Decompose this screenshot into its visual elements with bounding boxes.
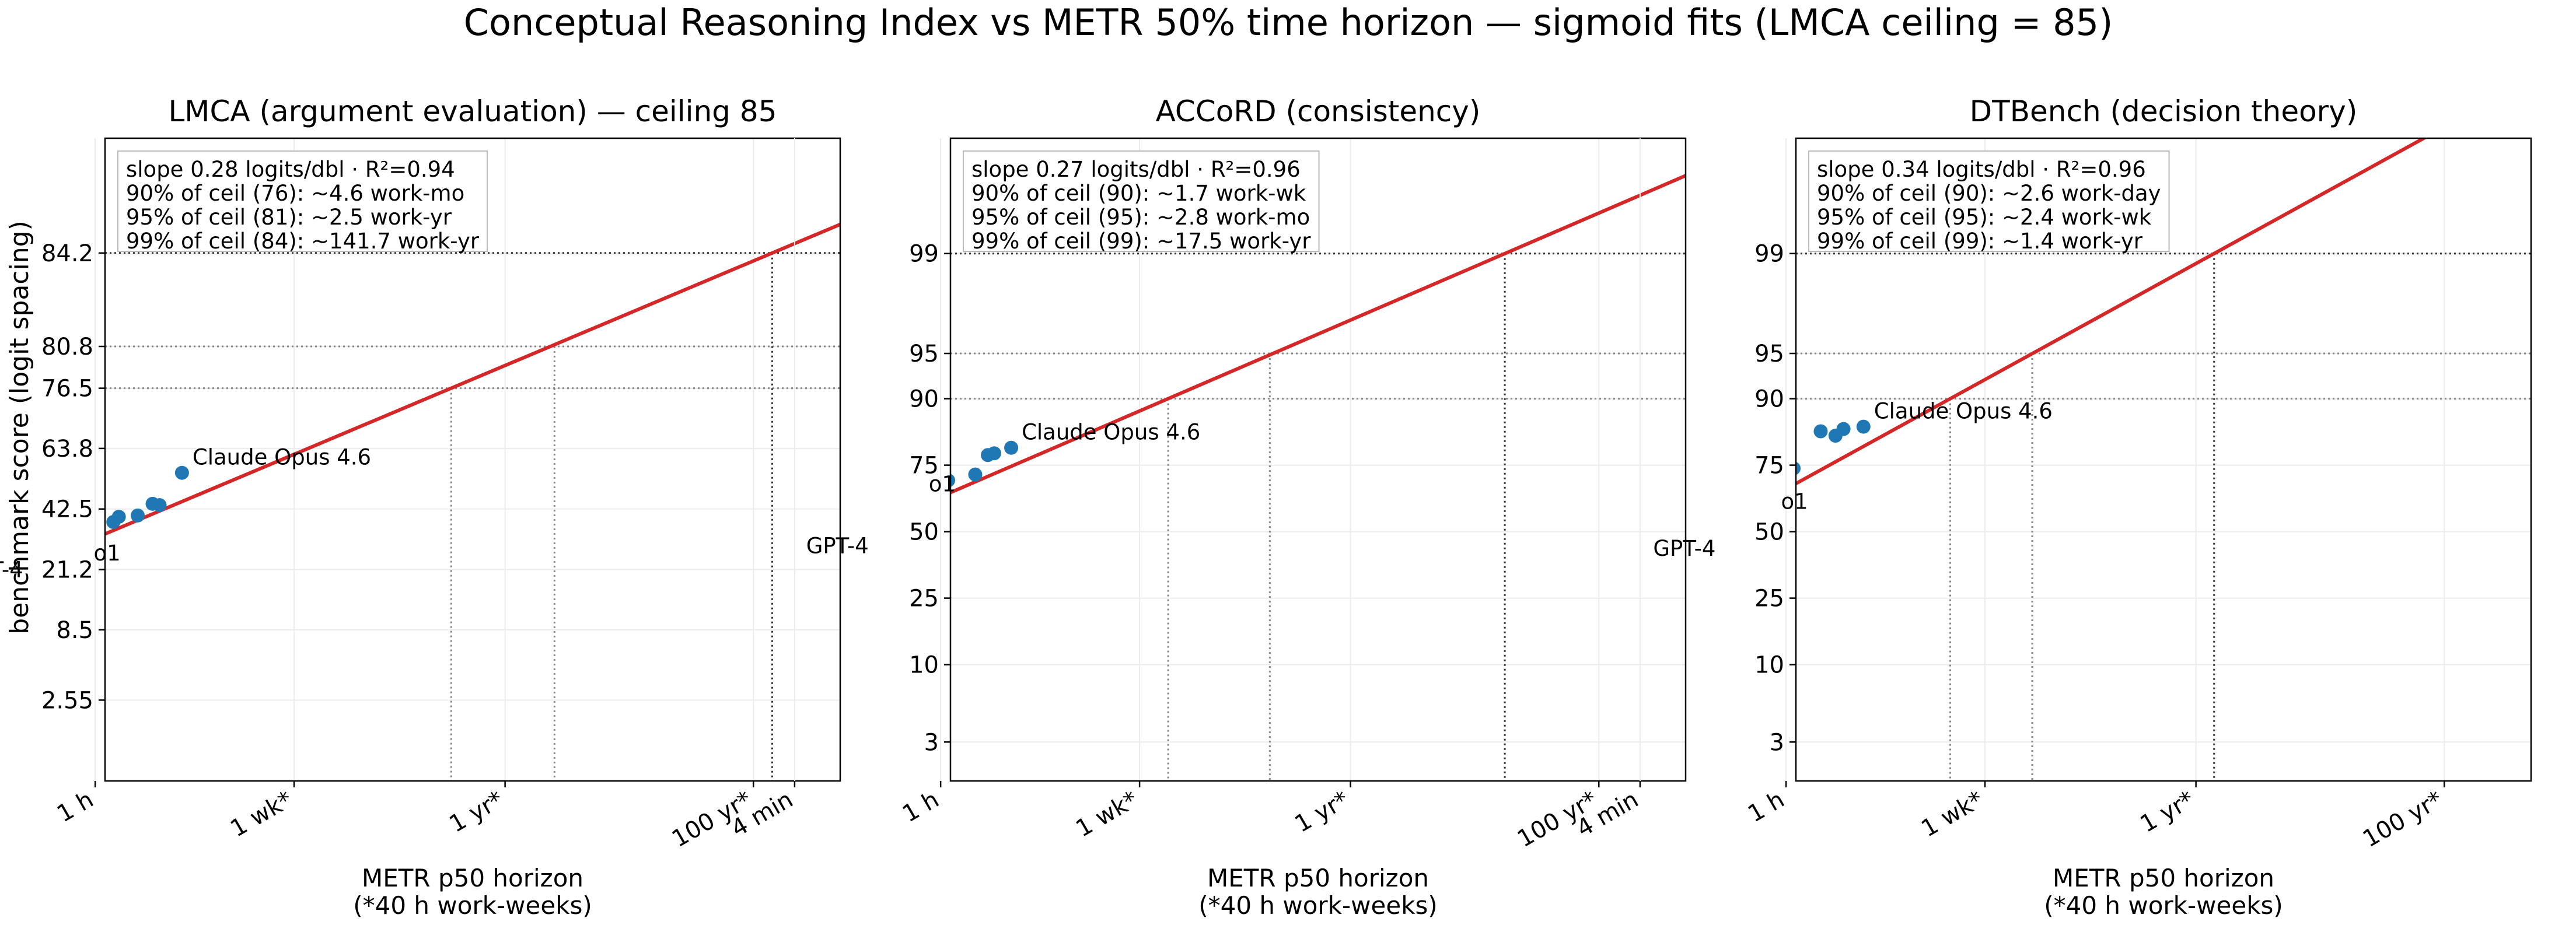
fit-line <box>950 174 1686 495</box>
chart-panel-1: GPT-4 o1 Claude Opus 4.6 slope 0.28 logits/… <box>0 94 841 920</box>
x-tick-label: 1 yr* <box>1291 786 1354 838</box>
annotation-line: 95% of ceil (81): ~2.5 work-yr <box>126 205 452 230</box>
y-tick-label: 75 <box>909 453 939 479</box>
x-axis-label-note: (*40 h work-weeks) <box>1198 891 1438 920</box>
y-tick-label: 25 <box>1754 586 1784 612</box>
y-tick-label: 3 <box>924 729 939 756</box>
annotation-line: slope 0.34 logits/dbl · R²=0.96 <box>1817 157 2146 182</box>
x-axis-label-note: (*40 h work-weeks) <box>353 891 592 920</box>
data-point <box>111 510 126 524</box>
point-label: GPT-4 <box>0 557 23 582</box>
panels: GPT-4 o1 Claude Opus 4.6 slope 0.28 logits/… <box>0 94 2532 920</box>
data-point <box>950 474 956 487</box>
plot-frame <box>1795 137 2532 782</box>
point-label: Claude Opus 4.6 <box>193 445 371 470</box>
y-tick-label: 8.5 <box>56 617 93 644</box>
plot-frame <box>949 137 1687 782</box>
x-axis-label: METR p50 horizon <box>1207 864 1429 892</box>
annotation-line: 95% of ceil (95): ~2.8 work-mo <box>971 205 1310 230</box>
y-tick-label: 21.2 <box>41 557 93 584</box>
panel-title: ACCoRD (consistency) <box>1156 94 1481 128</box>
y-tick-label: 63.8 <box>41 436 93 462</box>
y-tick-label: 95 <box>1754 341 1784 367</box>
y-tick-label: 2.55 <box>41 687 93 714</box>
annotation-line: 90% of ceil (76): ~4.6 work-mo <box>126 181 464 206</box>
annotation-line: 90% of ceil (90): ~2.6 work-day <box>1817 181 2161 206</box>
point-label: GPT-4 <box>806 533 869 558</box>
data-point <box>131 508 145 523</box>
fit-line <box>1796 138 2428 485</box>
annotation-line: 99% of ceil (84): ~141.7 work-yr <box>126 229 480 254</box>
point-label: GPT-4 <box>1653 536 1715 561</box>
x-tick-label: 1 wk* <box>1071 786 1142 843</box>
annotation-line: 95% of ceil (95): ~2.4 work-wk <box>1817 205 2152 230</box>
plot-frame <box>104 137 841 782</box>
x-axis-label: METR p50 horizon <box>2053 864 2274 892</box>
data-point <box>1635 557 1649 571</box>
annotation-line: 99% of ceil (99): ~17.5 work-yr <box>971 229 1311 254</box>
y-tick-label: 76.5 <box>41 376 93 402</box>
y-tick-label: 75 <box>1754 453 1784 479</box>
annotation-line: slope 0.28 logits/dbl · R²=0.94 <box>126 157 455 182</box>
data-point <box>1004 440 1019 455</box>
point-label: Claude Opus 4.6 <box>1022 420 1200 445</box>
figure-title: Conceptual Reasoning Index vs METR 50% t… <box>464 1 2113 44</box>
y-tick-label: 99 <box>909 241 939 268</box>
y-tick-label: 42.5 <box>41 496 93 523</box>
data-point <box>1796 461 1801 475</box>
x-axis-label: METR p50 horizon <box>362 864 583 892</box>
point-label: o1 <box>1781 489 1808 514</box>
y-tick-label: 50 <box>1754 519 1784 546</box>
x-tick-label: 1 h <box>898 786 943 828</box>
data-point <box>1813 424 1828 439</box>
x-tick-label: 1 yr* <box>2136 786 2199 838</box>
x-tick-label: 1 yr* <box>445 786 508 838</box>
y-tick-label: 10 <box>1754 652 1784 679</box>
fit-line <box>105 222 840 536</box>
y-tick-label: 25 <box>909 586 939 612</box>
data-point <box>152 498 167 513</box>
x-tick-label: 1 h <box>1743 786 1789 828</box>
y-tick-label: 99 <box>1754 241 1784 268</box>
chart-panel-3: GPT-4 o1 Claude Opus 4.6 slope 0.34 logits/… <box>1572 94 2532 920</box>
data-point <box>1856 419 1871 434</box>
panel-title: DTBench (decision theory) <box>1970 94 2358 128</box>
y-tick-label: 3 <box>1770 729 1784 756</box>
data-point <box>174 465 189 480</box>
data-point <box>911 492 925 506</box>
point-label: o1 <box>94 541 121 566</box>
y-tick-label: 95 <box>909 341 939 367</box>
x-tick-label: 100 yr* <box>2358 786 2447 853</box>
data-point <box>987 446 1001 461</box>
y-tick-label: 90 <box>1754 386 1784 413</box>
y-tick-label: 50 <box>909 519 939 546</box>
data-point <box>1782 476 1796 490</box>
data-point <box>968 467 983 482</box>
data-point <box>1836 422 1851 436</box>
x-tick-label: 1 h <box>53 786 98 828</box>
x-axis-label-note: (*40 h work-weeks) <box>2044 891 2283 920</box>
x-tick-label: 1 wk* <box>1917 786 1988 843</box>
annotation-line: 99% of ceil (99): ~1.4 work-yr <box>1817 229 2143 254</box>
y-axis-label: benchmark score (logit spacing) <box>5 220 34 634</box>
point-label: Claude Opus 4.6 <box>1874 399 2053 424</box>
y-tick-label: 90 <box>909 386 939 413</box>
y-tick-label: 80.8 <box>41 334 93 360</box>
annotation-line: slope 0.27 logits/dbl · R²=0.96 <box>971 157 1301 182</box>
panel-title: LMCA (argument evaluation) — ceiling 85 <box>168 94 777 128</box>
y-tick-label: 84.2 <box>41 240 93 267</box>
x-tick-label: 1 wk* <box>226 786 297 843</box>
y-tick-label: 10 <box>909 652 939 679</box>
annotation-line: 90% of ceil (90): ~1.7 work-wk <box>971 181 1306 206</box>
